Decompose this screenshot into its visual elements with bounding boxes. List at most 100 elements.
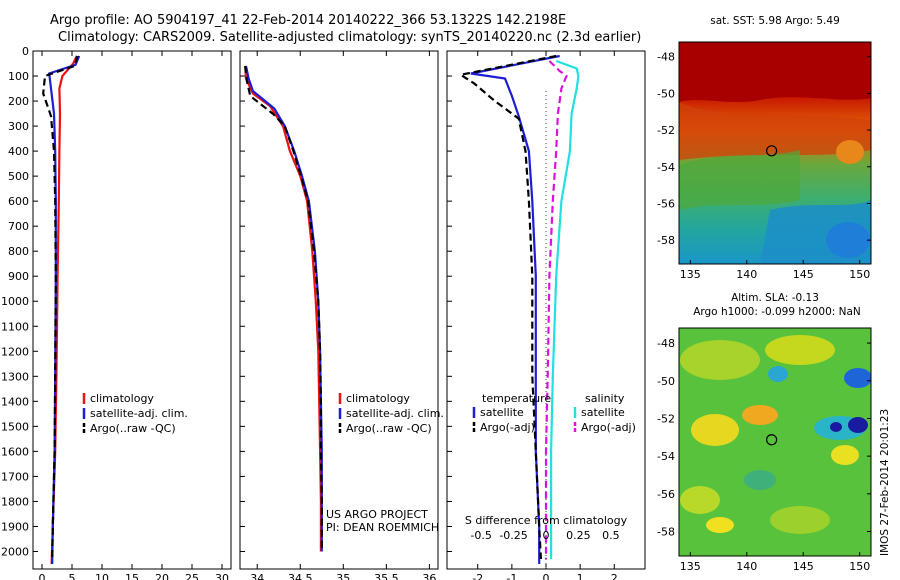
difference-panel: -2-1012T difference from climatologytemp… — [446, 50, 646, 580]
sla-map-argo-marker — [766, 434, 778, 446]
difference-series-satellite-salinity — [549, 59, 580, 559]
salinity-series-argo-raw-qc- — [244, 65, 323, 552]
profile-panels: 0 5 10 15 20 25 300100200300400500600700800900… — [1, 45, 646, 580]
sla-map-ytick-label: -54 — [657, 450, 675, 463]
temperature-xtick-label: 30 — [215, 572, 229, 580]
difference-s-tick-label: -0.5 — [470, 529, 491, 542]
difference-xtick-label: -2 — [472, 572, 483, 580]
temperature-ytick-label: 1300 — [1, 370, 29, 383]
sst-map-frame — [678, 41, 872, 265]
sst-map-xtick-label: 135 — [680, 268, 701, 281]
difference-s-tick-label: -0.25 — [499, 529, 527, 542]
salinity-xtick-label: 36 — [422, 572, 436, 580]
sla-map-xtick-label: 145 — [793, 560, 814, 573]
salinity-series-climatology — [244, 65, 322, 552]
difference-legend-label: Argo(-adj) — [581, 421, 636, 434]
sla-map: Altim. SLA: -0.13 Argo h1000: -0.099 h20… — [657, 292, 872, 573]
temperature-series-argo-raw-qc- — [42, 55, 79, 560]
sst-map-ytick-label: -58 — [657, 234, 675, 247]
difference-series-argo-adj--salinity — [544, 60, 568, 559]
temperature-ytick-label: 100 — [8, 70, 29, 83]
sla-map-ytick-label: -48 — [657, 337, 675, 350]
sst-green-region — [679, 150, 800, 210]
sla-anomaly-3 — [691, 414, 739, 446]
timestamp-stamp: IMOS 27-Feb-2014 20:01:23 — [879, 409, 891, 556]
sla-anomaly-6 — [844, 368, 871, 388]
salinity-series-satellite-adj-clim- — [244, 65, 323, 552]
sla-anomaly-2 — [765, 335, 835, 365]
difference-s-tick-label: 0.5 — [602, 529, 620, 542]
temperature-ytick-label: 1400 — [1, 395, 29, 408]
difference-legend-label: satellite — [480, 406, 524, 419]
sst-map-xtick-label: 140 — [736, 268, 757, 281]
sla-map-title-2: Argo h1000: -0.099 h2000: NaN — [693, 306, 861, 318]
temperature-ytick-label: 1500 — [1, 420, 29, 433]
temperature-ytick-label: 900 — [8, 270, 29, 283]
temperature-ytick-label: 1800 — [1, 495, 29, 508]
temperature-ytick-label: 700 — [8, 220, 29, 233]
difference-xtick-label: 2 — [611, 572, 618, 580]
salinity-frame — [239, 50, 439, 570]
sst-cold-core — [826, 222, 870, 258]
sla-map-xtick-label: 140 — [736, 560, 757, 573]
sla-map-ytick-label: -52 — [657, 412, 675, 425]
temperature-ytick-label: 1200 — [1, 345, 29, 358]
difference-xtick-label: 1 — [577, 572, 584, 580]
temperature-xtick-label: 10 — [95, 572, 109, 580]
sst-map: sat. SST: 5.98 Argo: 5.49 135 140 145 150 -4… — [657, 15, 872, 281]
salinity-xtick-label: 35 — [336, 572, 350, 580]
salinity-xtick-label: 34.5 — [288, 572, 313, 580]
header-line2: Climatology: CARS2009. Satellite-adjuste… — [58, 30, 641, 45]
sst-map-title: sat. SST: 5.98 Argo: 5.49 — [710, 15, 840, 27]
salinity-xtick-label: 34 — [250, 572, 264, 580]
sla-map-xtick-label: 135 — [680, 560, 701, 573]
sla-anomaly-12 — [770, 506, 830, 534]
temperature-ytick-label: 600 — [8, 195, 29, 208]
temperature-xtick-label: 15 — [125, 572, 139, 580]
difference-legend-label: Argo(-adj) — [480, 421, 535, 434]
sla-map-frame — [678, 327, 872, 557]
difference-legend-header-salinity: salinity — [585, 392, 625, 405]
salinity-annotation: PI: DEAN ROEMMICH — [326, 521, 439, 534]
sst-map-ytick-label: -50 — [657, 87, 675, 100]
temperature-xtick-label: 0 — [39, 572, 46, 580]
difference-s-tick-label: 0.25 — [566, 529, 591, 542]
sla-map-title-1: Altim. SLA: -0.13 — [731, 292, 819, 304]
sla-map-xtick-label: 150 — [849, 560, 870, 573]
temperature-xtick-label: 5 — [69, 572, 76, 580]
sla-anomaly-13 — [706, 517, 734, 533]
sst-map-xtick-label: 145 — [793, 268, 814, 281]
temperature-legend-label: climatology — [90, 392, 154, 405]
sst-map-ytick-label: -48 — [657, 51, 675, 64]
sla-map-axes: 135 140 145 150 -48 -50 -52 -54 -56 -58 — [657, 337, 871, 573]
difference-series-argo-adj--temperature — [457, 54, 557, 560]
sst-warm-eddy — [836, 140, 864, 164]
sla-anomaly-4 — [742, 405, 778, 425]
difference-xtick-label: -1 — [506, 572, 517, 580]
sla-anomaly-5 — [768, 366, 788, 382]
difference-s-tick-label: 0 — [543, 529, 550, 542]
sst-map-ytick-label: -52 — [657, 124, 675, 137]
difference-xtick-label: 0 — [543, 572, 550, 580]
sst-map-ytick-label: -54 — [657, 161, 675, 174]
temperature-ytick-label: 300 — [8, 120, 29, 133]
sla-anomaly-11 — [680, 486, 720, 514]
sst-map-axes: 135 140 145 150 -48 -50 -52 -54 -56 -58 — [657, 51, 871, 281]
sla-map-ytick-label: -56 — [657, 488, 675, 501]
sst-front — [679, 102, 871, 160]
temperature-xtick-label: 25 — [185, 572, 199, 580]
temperature-ytick-label: 1600 — [1, 445, 29, 458]
temperature-frame — [32, 50, 232, 570]
temperature-legend-label: Argo(..raw -QC) — [90, 422, 176, 435]
temperature-ytick-label: 500 — [8, 170, 29, 183]
temperature-legend-label: satellite-adj. clim. — [90, 407, 188, 420]
temperature-panel: 0 5 10 15 20 25 300100200300400500600700800900… — [1, 45, 232, 580]
sla-map-ytick-label: -50 — [657, 375, 675, 388]
header-line1: Argo profile: AO 5904197_41 22-Feb-2014 … — [50, 13, 566, 28]
temperature-ytick-label: 1900 — [1, 520, 29, 533]
sla-anomaly-8 — [848, 417, 868, 433]
temperature-ytick-label: 200 — [8, 95, 29, 108]
sla-map-ytick-label: -58 — [657, 526, 675, 539]
temperature-xtick-label: 20 — [155, 572, 169, 580]
